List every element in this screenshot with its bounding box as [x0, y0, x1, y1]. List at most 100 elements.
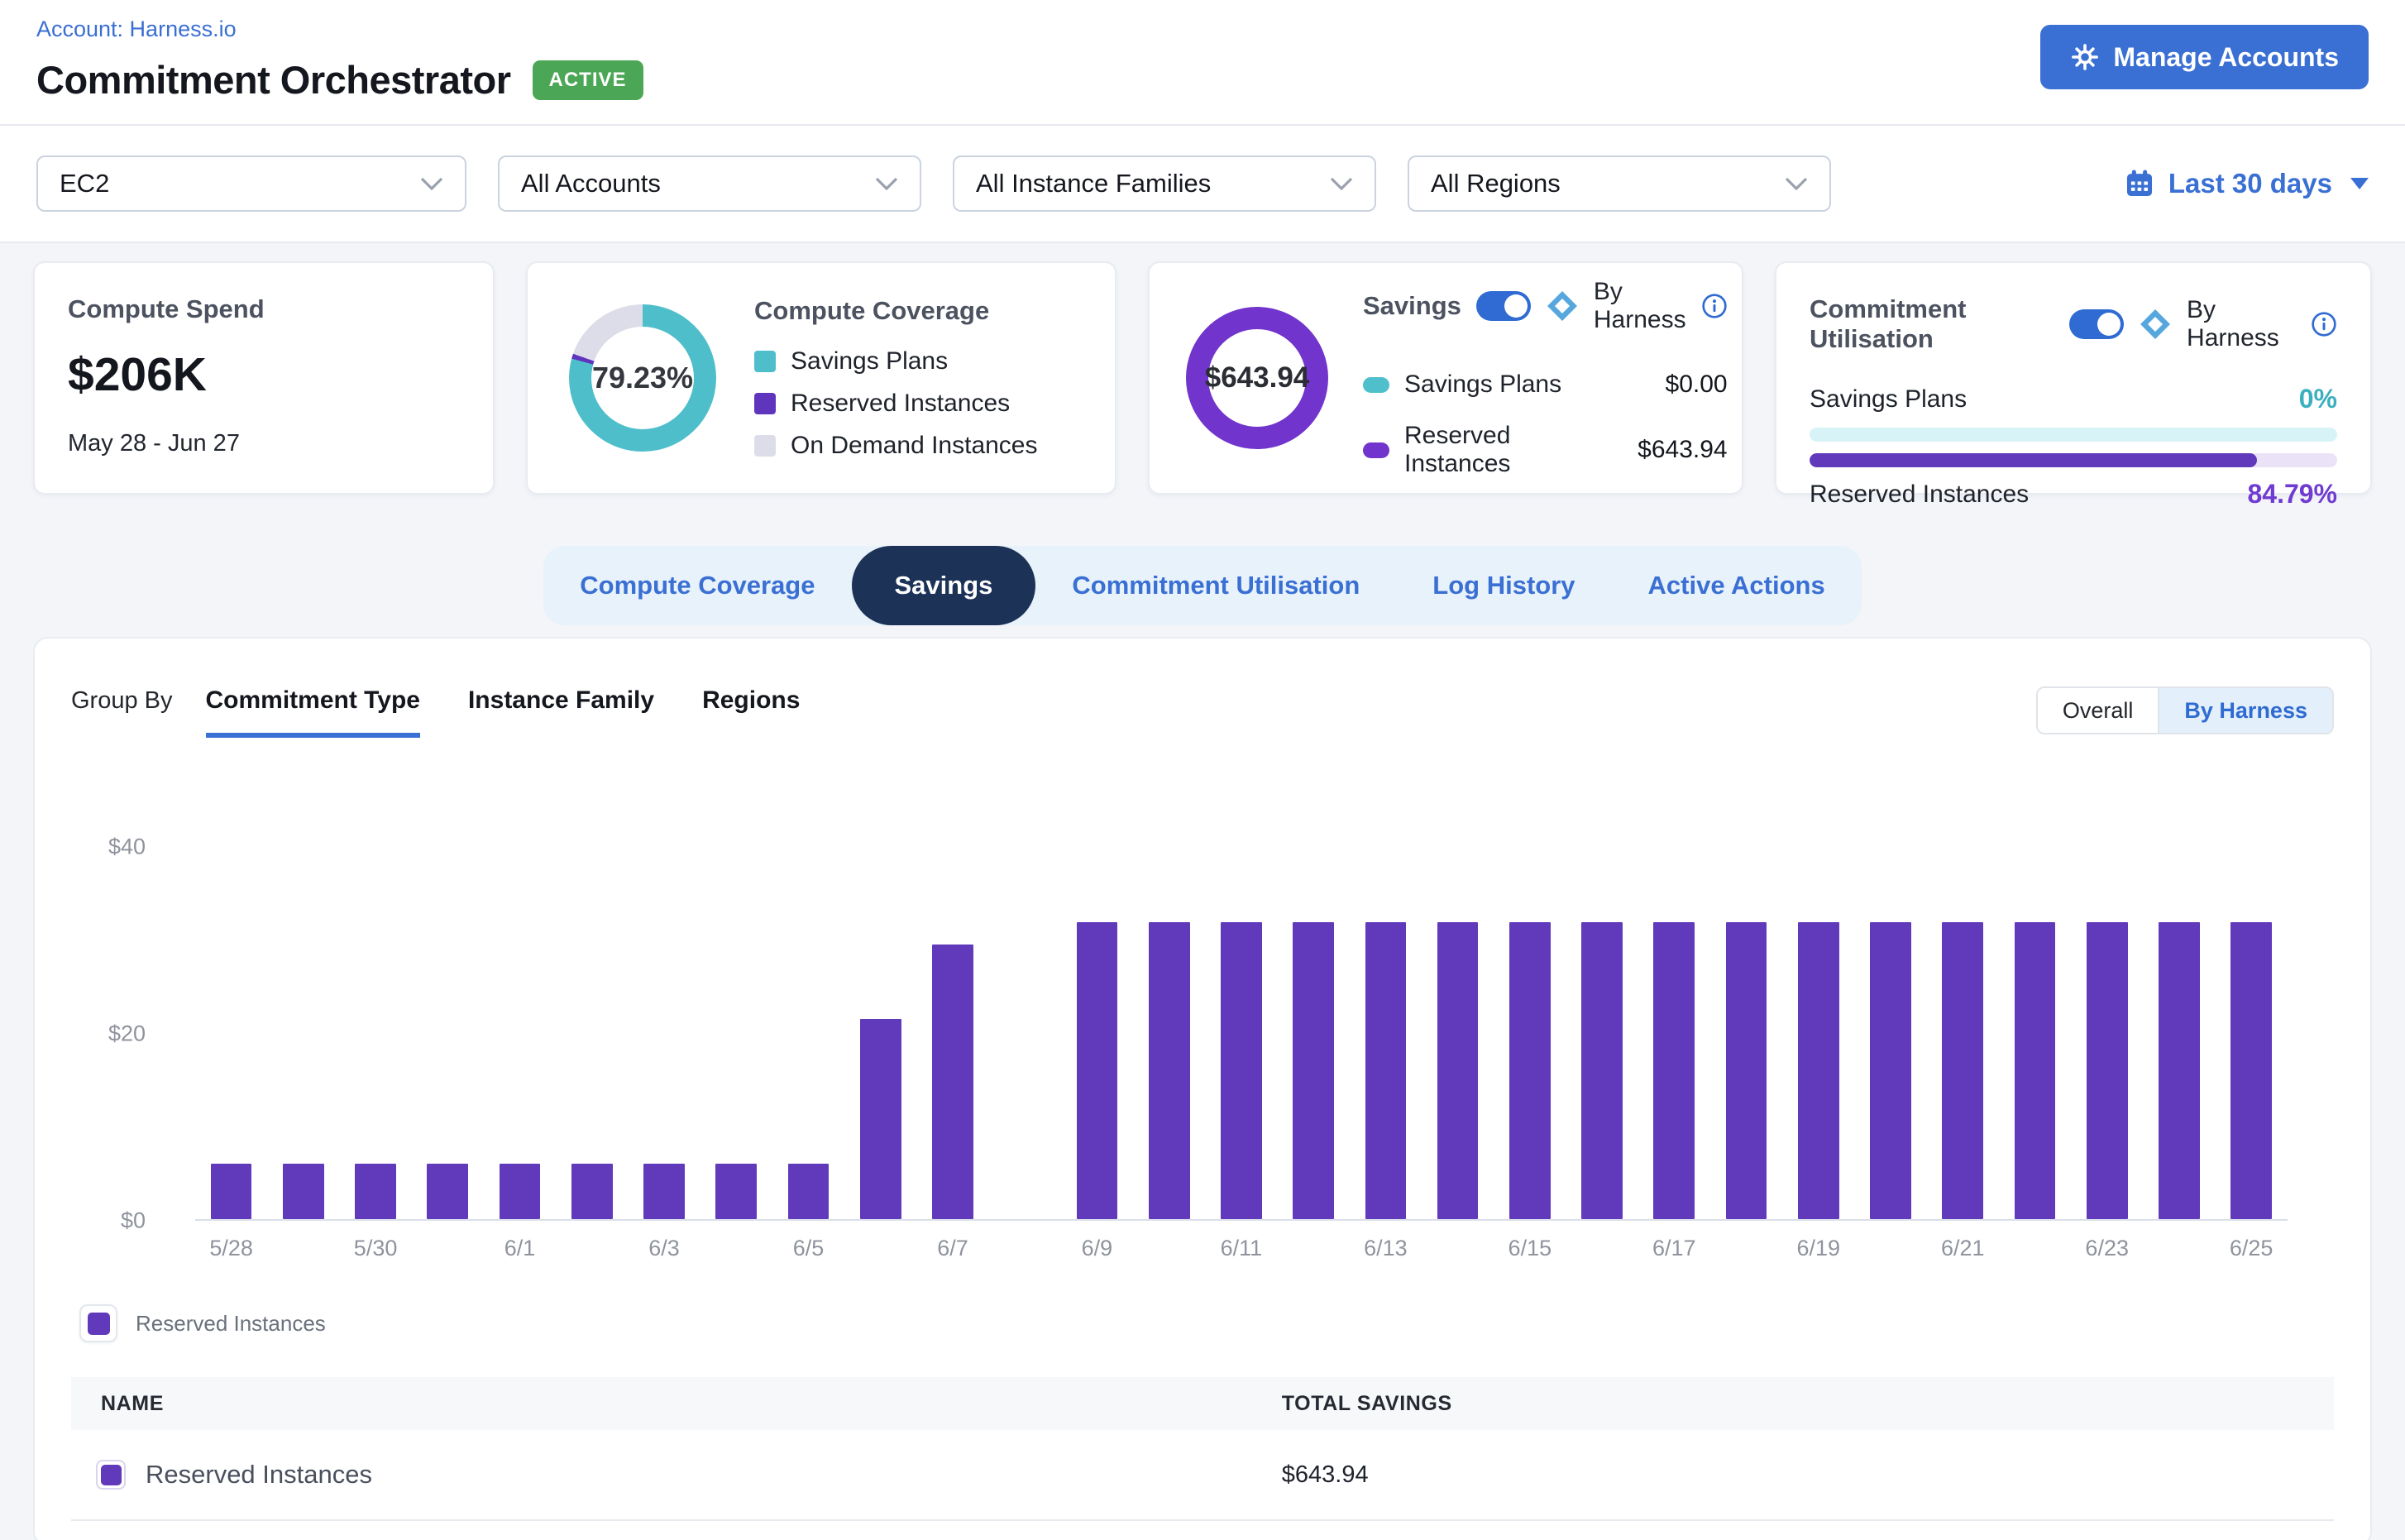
bar-slot[interactable] [916, 807, 988, 1219]
tab-active-actions[interactable]: Active Actions [1647, 571, 1825, 600]
bar-slot[interactable] [195, 807, 267, 1219]
bar-6/11[interactable] [1221, 922, 1262, 1219]
view-toggle: Overall By Harness [2035, 686, 2334, 734]
view-toggle-by-harness[interactable]: By Harness [2158, 688, 2332, 733]
bar-6/12[interactable] [1293, 922, 1334, 1219]
bar-6/4[interactable] [715, 1164, 758, 1219]
bar-slot[interactable] [1782, 807, 1854, 1219]
bar-6/2[interactable] [571, 1164, 613, 1219]
info-icon[interactable] [1701, 293, 1728, 319]
bar-slot[interactable] [2143, 807, 2215, 1219]
summary-cards: Compute Spend $206K May 28 - Jun 27 79.2… [0, 243, 2405, 509]
bar-slot[interactable] [1854, 807, 1926, 1219]
bar-6/18[interactable] [1725, 922, 1767, 1219]
bar-6/6[interactable] [859, 1019, 901, 1219]
bar-5/29[interactable] [282, 1164, 324, 1219]
bar-slot[interactable] [267, 807, 339, 1219]
instance-families-select[interactable]: All Instance Families [953, 155, 1376, 212]
legend-checkbox[interactable] [79, 1304, 117, 1342]
bar-6/23[interactable] [2086, 922, 2128, 1219]
bar-6/19[interactable] [1797, 922, 1839, 1219]
x-tick-label: 6/7 [937, 1236, 968, 1260]
tab-savings[interactable]: Savings [851, 546, 1036, 625]
bar-slot[interactable] [1422, 807, 1494, 1219]
bar-slot[interactable] [2216, 807, 2288, 1219]
x-tick-label [1566, 1236, 1638, 1261]
tab-commitment-utilisation[interactable]: Commitment Utilisation [1072, 571, 1360, 600]
group-by-label: Group By [71, 687, 173, 714]
bar-slot[interactable] [628, 807, 700, 1219]
bar-slot[interactable] [339, 807, 411, 1219]
bar-slot[interactable] [1133, 807, 1205, 1219]
group-tab-commitment-type[interactable]: Commitment Type [205, 686, 420, 738]
manage-accounts-button[interactable]: Manage Accounts [2040, 25, 2369, 89]
account-breadcrumb-link[interactable]: Account: Harness.io [36, 17, 237, 41]
by-harness-toggle[interactable] [2069, 309, 2125, 339]
bar-6/1[interactable] [499, 1164, 541, 1219]
bar-6/3[interactable] [643, 1164, 685, 1219]
bar-6/22[interactable] [2014, 922, 2056, 1219]
bar-6/16[interactable] [1581, 922, 1623, 1219]
regions-select[interactable]: All Regions [1408, 155, 1831, 212]
bar-slot[interactable] [989, 807, 1061, 1219]
accounts-select[interactable]: All Accounts [498, 155, 921, 212]
bar-slot[interactable] [1350, 807, 1422, 1219]
bar-6/17[interactable] [1653, 922, 1695, 1219]
service-select[interactable]: EC2 [36, 155, 466, 212]
calendar-icon [2124, 168, 2155, 199]
bar-slot[interactable] [844, 807, 916, 1219]
savings-donut-label: $643.94 [1204, 361, 1310, 394]
bar-slot[interactable] [1999, 807, 2071, 1219]
legend-label: Reserved Instances [791, 390, 1011, 417]
bar-slot[interactable] [412, 807, 484, 1219]
bar-5/31[interactable] [427, 1164, 469, 1219]
bar-6/10[interactable] [1148, 922, 1190, 1219]
bar-slot[interactable] [484, 807, 556, 1219]
bar-6/20[interactable] [1870, 922, 1911, 1219]
bar-6/14[interactable] [1437, 922, 1479, 1219]
bar-6/7[interactable] [932, 944, 973, 1219]
bar-slot[interactable] [772, 807, 844, 1219]
bar-slot[interactable] [700, 807, 772, 1219]
view-toggle-overall[interactable]: Overall [2037, 688, 2159, 733]
bar-slot[interactable] [1278, 807, 1350, 1219]
by-harness-toggle[interactable] [1475, 291, 1531, 321]
row-checkbox[interactable] [96, 1460, 126, 1490]
bar-6/21[interactable] [1942, 922, 1984, 1219]
bar-6/13[interactable] [1365, 922, 1407, 1219]
bar-slot[interactable] [1494, 807, 1566, 1219]
bar-slot[interactable] [1205, 807, 1277, 1219]
bar-slot[interactable] [1927, 807, 1999, 1219]
bar-slot[interactable] [2071, 807, 2143, 1219]
table-row-name-cell[interactable]: Reserved Instances [71, 1460, 1282, 1490]
date-range-picker[interactable]: Last 30 days [2124, 168, 2369, 199]
bar-slot[interactable] [1638, 807, 1710, 1219]
filter-bar: EC2 All Accounts All Instance Families A… [0, 126, 2405, 243]
group-tab-regions[interactable]: Regions [702, 686, 801, 714]
tab-log-history[interactable]: Log History [1432, 571, 1575, 600]
bar-5/28[interactable] [210, 1164, 252, 1219]
bar-5/30[interactable] [355, 1164, 396, 1219]
bar-6/25[interactable] [2230, 922, 2273, 1219]
bar-slot[interactable] [1061, 807, 1133, 1219]
bar-slot[interactable] [1710, 807, 1782, 1219]
bar-6/5[interactable] [787, 1164, 830, 1219]
x-tick-label [1278, 1236, 1350, 1261]
card-title: Savings [1363, 291, 1461, 320]
bar-slot[interactable] [556, 807, 628, 1219]
compute-spend-card: Compute Spend $206K May 28 - Jun 27 [33, 261, 495, 495]
group-tab-instance-family[interactable]: Instance Family [467, 686, 655, 714]
savings-row-value: $0.00 [1665, 371, 1728, 398]
compute-spend-period: May 28 - Jun 27 [68, 430, 240, 457]
card-title: Compute Coverage [754, 296, 990, 325]
legend-swatch [754, 435, 776, 457]
bar-6/15[interactable] [1509, 922, 1551, 1219]
manage-accounts-label: Manage Accounts [2113, 41, 2339, 72]
tab-compute-coverage[interactable]: Compute Coverage [580, 571, 815, 600]
y-axis-labels: $0 $20 $40 [71, 807, 195, 1233]
x-tick-label [1854, 1236, 1926, 1261]
bar-6/9[interactable] [1076, 922, 1118, 1219]
bar-slot[interactable] [1566, 807, 1638, 1219]
bar-6/24[interactable] [2159, 922, 2200, 1219]
info-icon[interactable] [2311, 311, 2337, 337]
